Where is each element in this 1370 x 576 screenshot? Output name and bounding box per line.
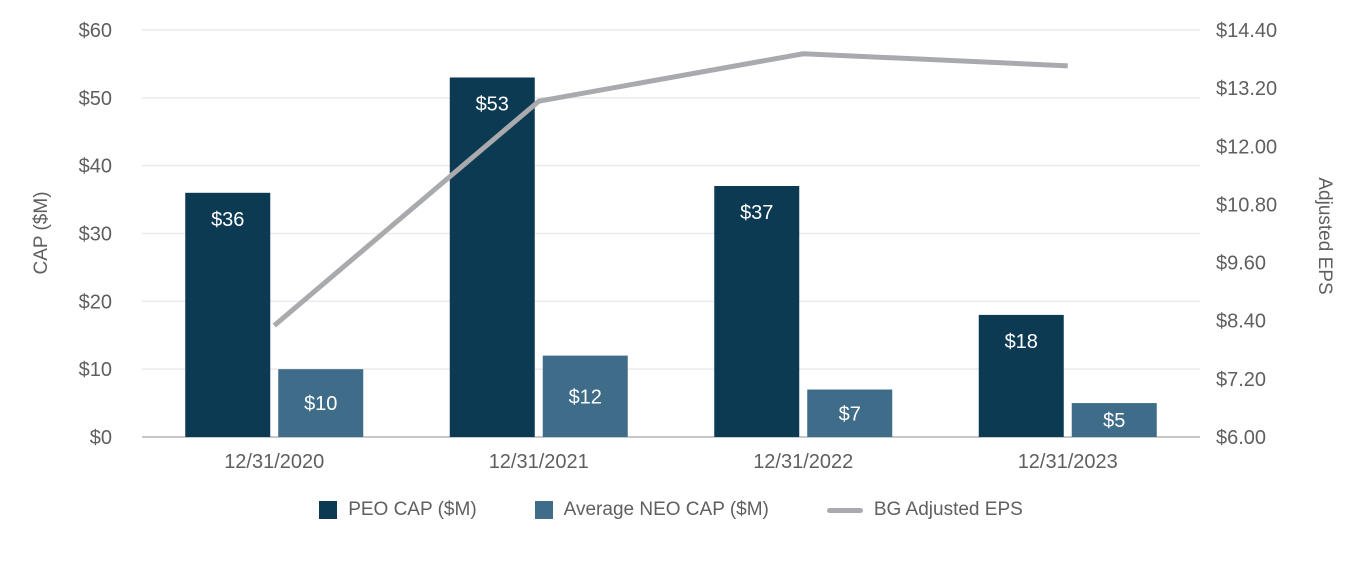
bar-avg-neo-cap: [542, 355, 628, 437]
legend-item-avg-neo-cap: Average NEO CAP ($M): [534, 499, 769, 521]
legend-item-bg-adjusted-eps: BG Adjusted EPS: [826, 499, 1023, 521]
left-axis-tick-label: $20: [79, 291, 112, 313]
x-axis-tick-label: 12/31/2021: [489, 451, 589, 473]
right-axis-tick-label: $10.80: [1216, 194, 1277, 216]
bar-value-label: $10: [304, 393, 337, 415]
left-axis-title: CAP ($M): [31, 191, 52, 275]
left-axis-tick-label: $50: [79, 88, 112, 110]
avg-neo-cap-swatch-icon: [534, 501, 553, 519]
bar-peo-cap: [449, 77, 535, 437]
x-axis-tick-label: 12/31/2023: [1018, 451, 1118, 473]
bar-peo-cap: [978, 314, 1064, 437]
bar-value-label: $37: [740, 202, 773, 224]
left-axis-tick-label: $10: [79, 359, 112, 381]
bar-value-label: $18: [1005, 331, 1038, 353]
right-axis-title: Adjusted EPS: [1314, 177, 1335, 295]
left-axis-tick-label: $60: [79, 20, 112, 42]
left-axis-tick-label: $30: [79, 224, 112, 246]
legend: PEO CAP ($M) Average NEO CAP ($M) BG Adj…: [142, 499, 1200, 521]
eps-line-swatch-icon: [826, 507, 863, 513]
right-axis-tick-label: $9.60: [1216, 253, 1266, 275]
right-axis-tick-label: $8.40: [1216, 311, 1266, 333]
left-axis-tick-label: $0: [90, 427, 112, 449]
legend-label-avg-neo-cap: Average NEO CAP ($M): [563, 499, 769, 520]
bar-value-label: $53: [476, 93, 509, 115]
left-axis-tick-label: $40: [79, 156, 112, 178]
bar-value-label: $7: [839, 403, 861, 425]
bar-avg-neo-cap: [1071, 403, 1157, 437]
right-axis-tick-label: $13.20: [1216, 78, 1277, 100]
right-axis-tick-label: $12.00: [1216, 136, 1277, 158]
bar-peo-cap: [185, 192, 271, 437]
x-axis-tick-label: 12/31/2022: [753, 451, 853, 473]
right-axis-tick-label: $6.00: [1216, 427, 1266, 449]
bar-value-label: $36: [211, 209, 244, 231]
legend-item-peo-cap: PEO CAP ($M): [319, 499, 477, 521]
bar-avg-neo-cap: [807, 389, 893, 437]
x-axis-tick-label: 12/31/2020: [224, 451, 324, 473]
bar-avg-neo-cap: [278, 369, 364, 437]
eps-line: [272, 51, 1068, 328]
legend-label-bg-adjusted-eps: BG Adjusted EPS: [873, 499, 1023, 520]
right-axis-tick-label: $7.20: [1216, 369, 1266, 391]
bar-peo-cap: [714, 186, 800, 437]
bar-value-label: $12: [569, 386, 602, 408]
peo-cap-swatch-icon: [319, 501, 338, 519]
right-axis-tick-label: $14.40: [1216, 20, 1277, 42]
bar-value-label: $5: [1103, 410, 1125, 432]
legend-label-peo-cap: PEO CAP ($M): [348, 499, 477, 520]
